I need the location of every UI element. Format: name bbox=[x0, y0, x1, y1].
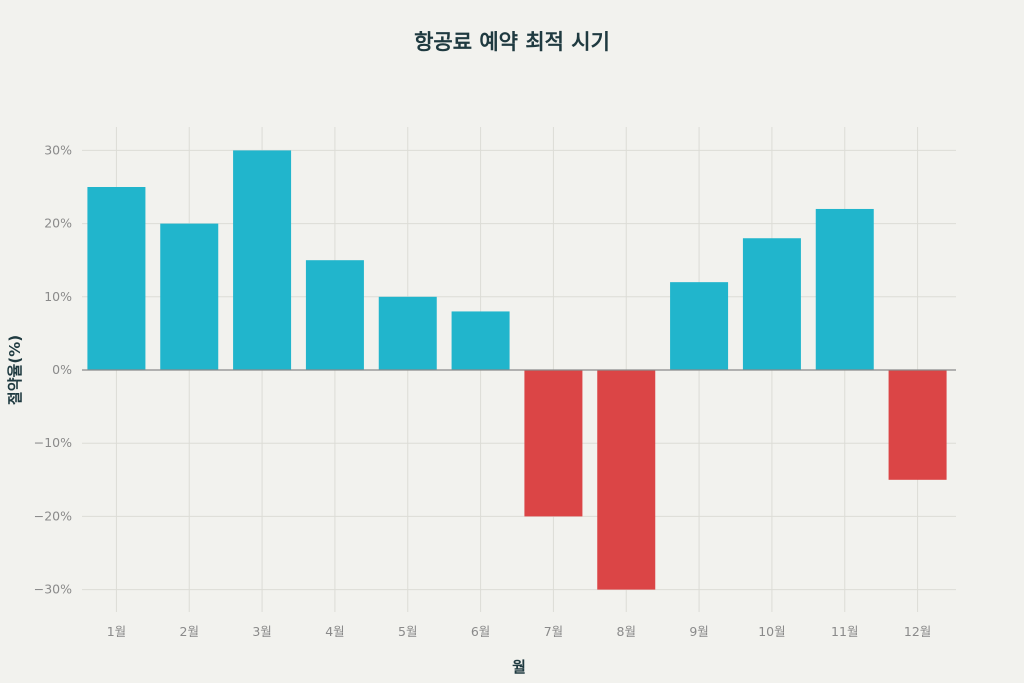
bar-1월 bbox=[87, 187, 146, 370]
bar-2월 bbox=[160, 223, 219, 370]
bar-8월 bbox=[597, 370, 656, 590]
bar-10월 bbox=[742, 238, 801, 370]
chart-title: 항공료 예약 최적 시기 bbox=[414, 30, 610, 54]
bar-6월 bbox=[451, 311, 510, 370]
x-tick-label: 10월 bbox=[758, 624, 785, 639]
x-axis-ticks: 1월 2월 3월 4월 5월 6월 7월 8월 9월 10월 11월 12월 bbox=[107, 624, 932, 639]
bar-9월 bbox=[670, 282, 729, 370]
y-tick-label: 30% bbox=[44, 142, 72, 157]
x-axis-title: 월 bbox=[512, 658, 526, 676]
y-axis-title: 절약율(%) bbox=[6, 335, 24, 405]
y-axis-ticks: 30% 20% 10% 0% −10% −20% −30% bbox=[34, 142, 72, 596]
x-tick-label: 5월 bbox=[398, 624, 417, 639]
bar-11월 bbox=[815, 208, 874, 370]
x-tick-label: 2월 bbox=[180, 624, 199, 639]
y-tick-label: −10% bbox=[34, 435, 72, 450]
bar-12월 bbox=[888, 370, 947, 480]
x-tick-label: 6월 bbox=[471, 624, 490, 639]
x-tick-label: 11월 bbox=[831, 624, 858, 639]
x-tick-label: 7월 bbox=[544, 624, 563, 639]
y-tick-label: −30% bbox=[34, 582, 72, 597]
y-tick-label: 0% bbox=[52, 362, 72, 377]
y-tick-label: 20% bbox=[44, 216, 72, 231]
x-tick-label: 8월 bbox=[617, 624, 636, 639]
y-tick-label: −20% bbox=[34, 508, 72, 523]
bar-7월 bbox=[524, 370, 583, 517]
bar-5월 bbox=[378, 296, 437, 370]
x-tick-label: 4월 bbox=[325, 624, 344, 639]
bar-3월 bbox=[233, 150, 292, 370]
x-tick-label: 12월 bbox=[904, 624, 931, 639]
x-tick-label: 9월 bbox=[689, 624, 708, 639]
bar-4월 bbox=[305, 260, 364, 370]
x-tick-label: 3월 bbox=[252, 624, 271, 639]
y-tick-label: 10% bbox=[44, 289, 72, 304]
x-tick-label: 1월 bbox=[107, 624, 126, 639]
bars bbox=[82, 150, 956, 590]
